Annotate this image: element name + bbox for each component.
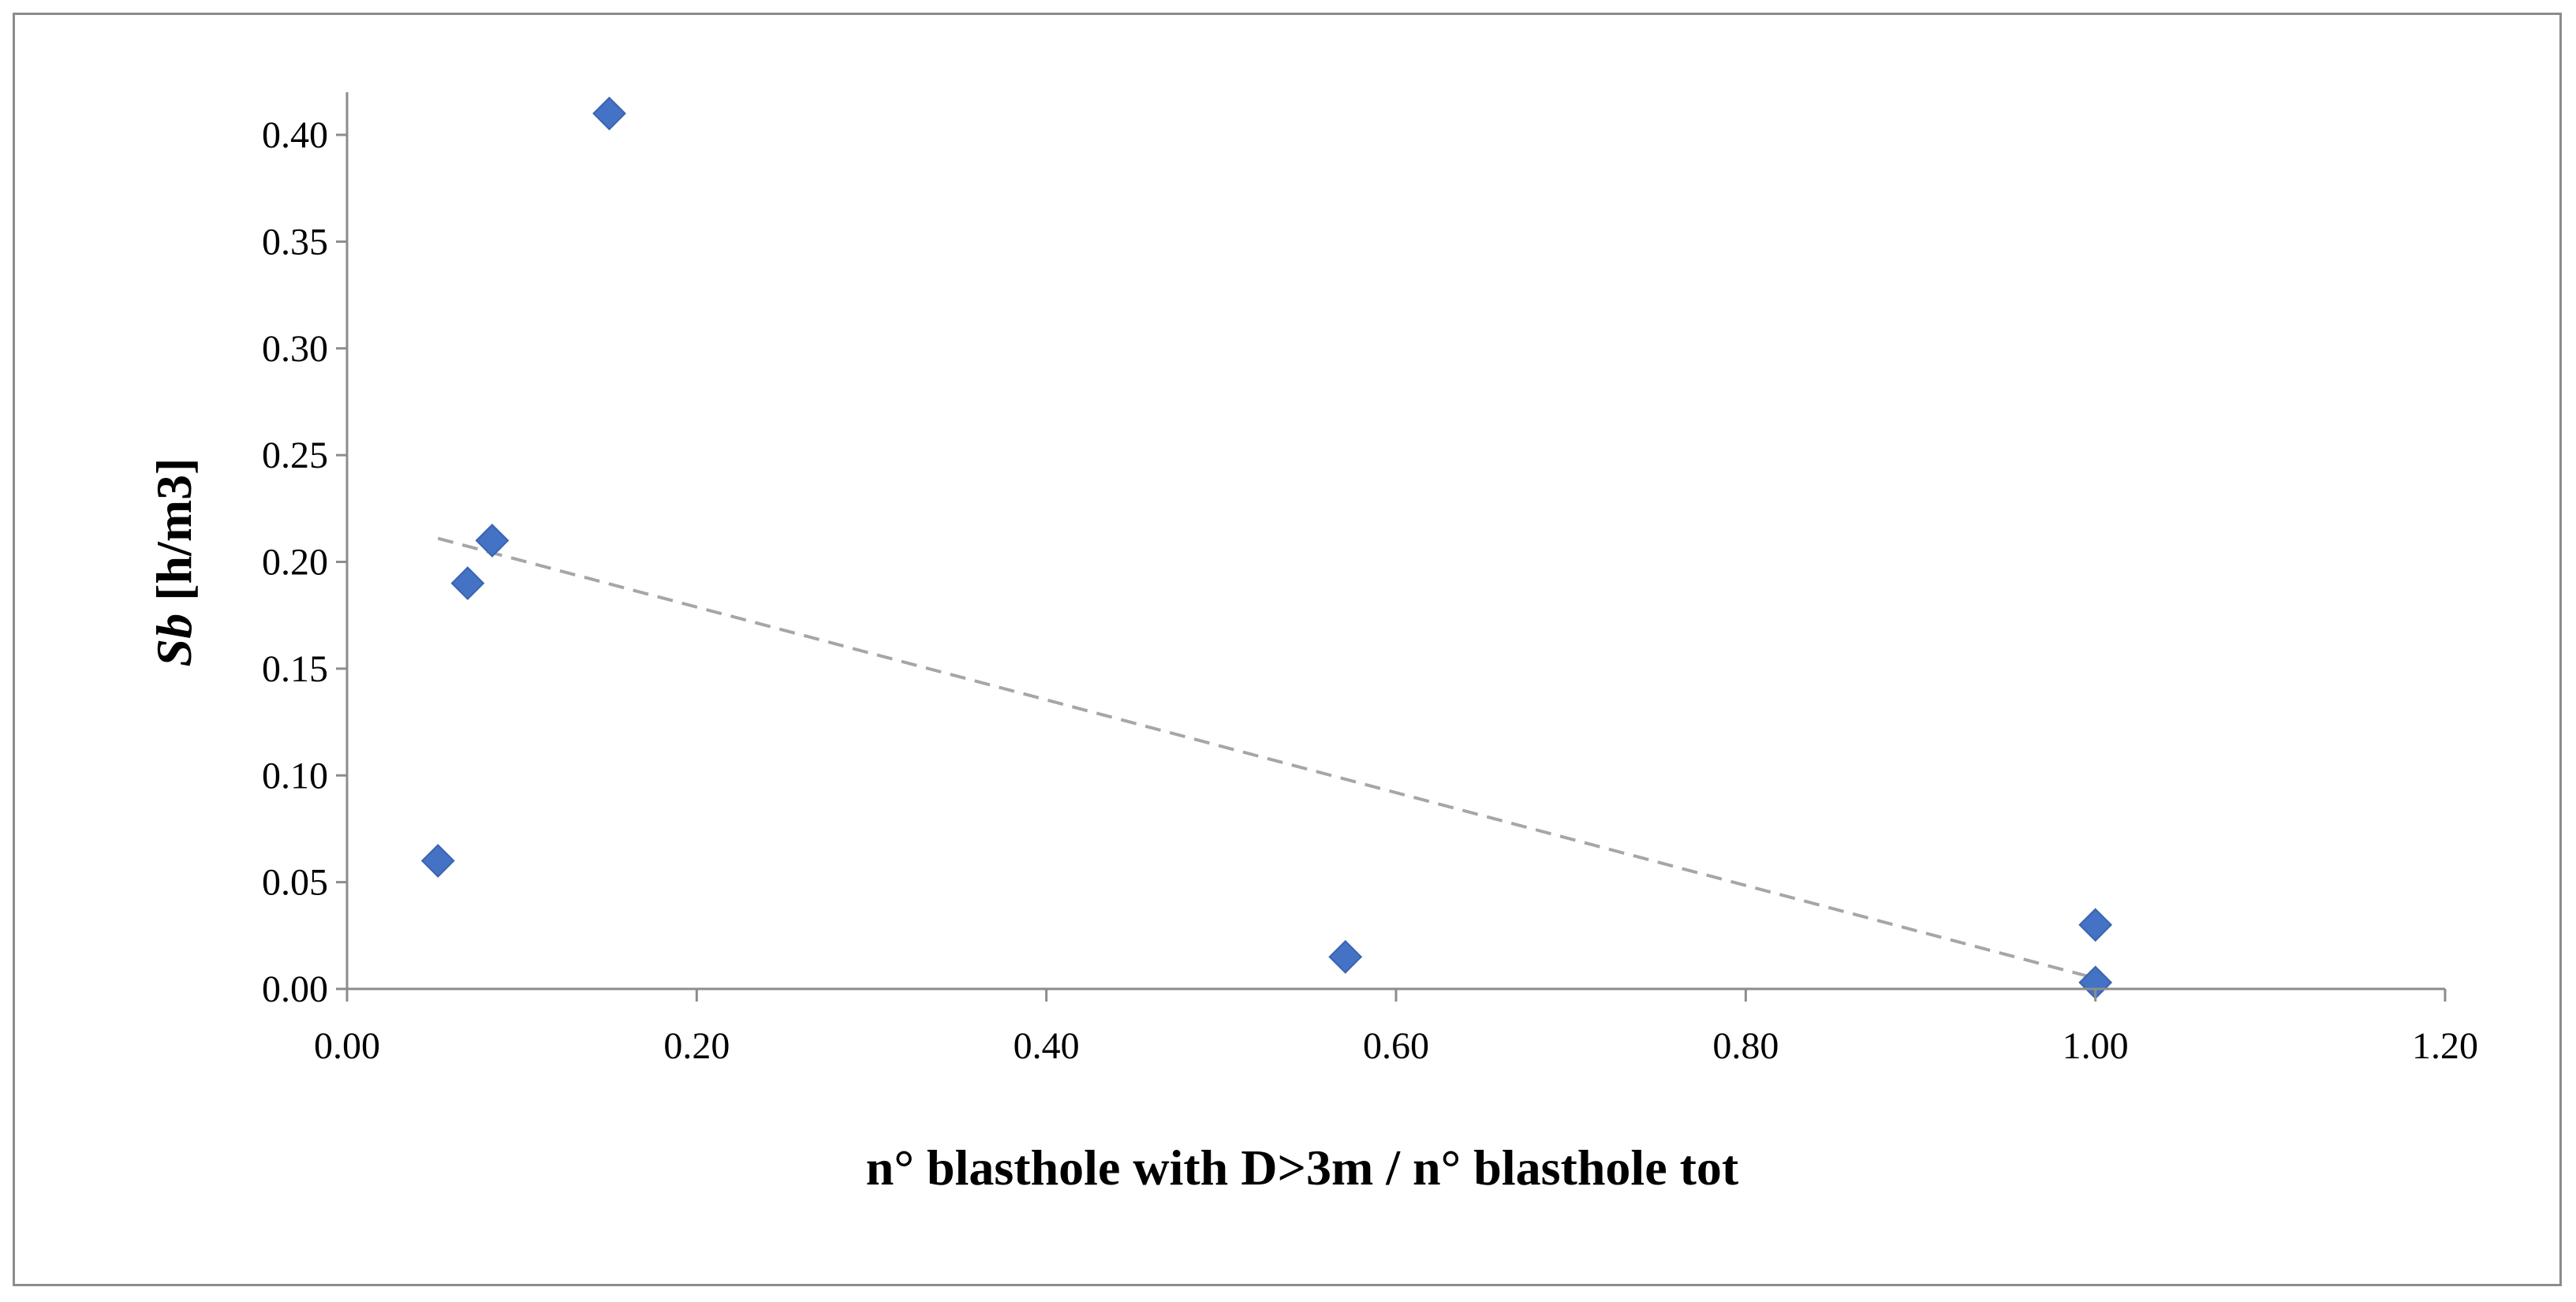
- chart-frame: [13, 13, 2562, 1286]
- axes-layer: [336, 91, 2447, 1002]
- trendline-layer: [437, 536, 2096, 980]
- trendline: [437, 536, 2096, 980]
- x-tick-label: 1.00: [2063, 1025, 2129, 1067]
- x-tick-label: 1.20: [2412, 1025, 2478, 1067]
- y-tick-label: 0.25: [262, 435, 328, 476]
- data-point: [420, 844, 455, 878]
- x-tick-label: 0.40: [1014, 1025, 1080, 1067]
- data-point: [475, 524, 510, 558]
- x-tick-label: 0.80: [1712, 1025, 1779, 1067]
- y-axis-title-symbol: Sb: [146, 614, 202, 667]
- y-tick-label: 0.00: [262, 968, 328, 1010]
- data-point: [1328, 939, 1363, 974]
- x-tick-label: 0.60: [1363, 1025, 1429, 1067]
- y-axis-title: Sb [h/m3]: [146, 458, 202, 667]
- y-tick-label: 0.15: [262, 648, 328, 690]
- x-tick-label: 0.20: [663, 1025, 730, 1067]
- y-tick-label: 0.35: [262, 221, 328, 263]
- y-tick-label: 0.05: [262, 862, 328, 904]
- y-axis-title-unit: [h/m3]: [146, 458, 202, 614]
- y-tick-label: 0.30: [262, 328, 328, 370]
- data-points-layer: [420, 96, 2113, 1000]
- x-axis-title: n° blasthole with D>3m / n° blasthole to…: [866, 1140, 1739, 1196]
- y-tick-label: 0.40: [262, 114, 328, 156]
- y-tick-label: 0.20: [262, 542, 328, 584]
- data-point: [592, 96, 626, 131]
- tick-labels-layer: 0.00 0.05 0.10 0.15 0.20 0.25 0.30 0.35 0.40 0.00…: [262, 114, 2478, 1067]
- y-tick-label: 0.10: [262, 755, 328, 796]
- x-tick-label: 0.00: [314, 1025, 380, 1067]
- data-point: [450, 566, 485, 600]
- data-point: [2078, 908, 2113, 942]
